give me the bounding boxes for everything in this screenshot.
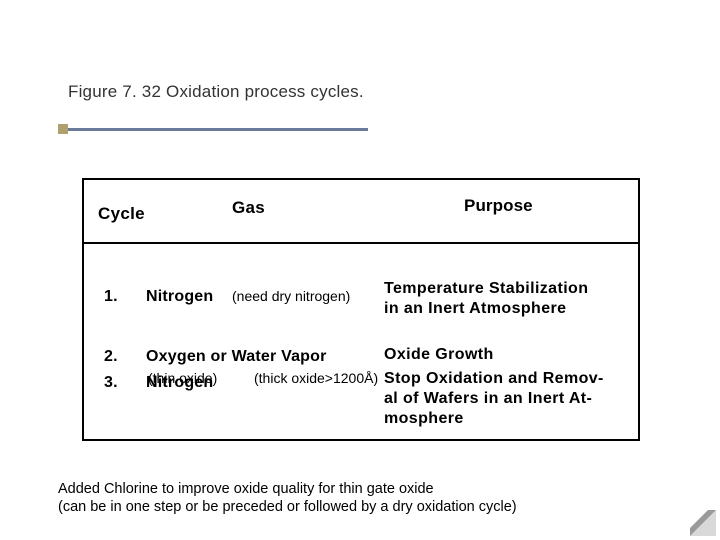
table-row-purpose-line: Oxide Growth [384,346,494,364]
column-header-gas: Gas [232,198,265,218]
figure-caption-text: Figure 7. 32 Oxidation process cycles. [68,82,364,101]
annotation-need-dry-nitrogen: (need dry nitrogen) [232,288,350,304]
title-underline [68,128,368,131]
footer-line: Added Chlorine to improve oxide quality … [58,480,517,498]
page-curl-icon [690,510,716,536]
oxidation-cycles-table: Cycle Gas Purpose 1. Nitrogen (need dry … [82,178,640,441]
table-row-purpose-line: Stop Oxidation and Remov- [384,370,604,388]
table-row-purpose-line: in an Inert Atmosphere [384,300,566,318]
table-row-purpose-line: mosphere [384,410,464,428]
title-bullet-square [58,124,68,134]
table-row-gas: Nitrogen [146,288,213,306]
table-row-purpose-line: al of Wafers in an Inert At- [384,390,592,408]
table-row-gas: Nitrogen [146,374,213,392]
table-header-separator [84,242,638,244]
table-row-gas: Oxygen or Water Vapor [146,348,327,366]
annotation-thick-oxide: (thick oxide>1200Å) [254,370,378,386]
table-row-num: 2. [104,348,118,366]
footer-note: Added Chlorine to improve oxide quality … [58,480,517,516]
figure-caption: Figure 7. 32 Oxidation process cycles. [68,82,364,102]
footer-line: (can be in one step or be preceded or fo… [58,498,517,516]
column-header-purpose: Purpose [464,196,533,216]
table-row-num: 1. [104,288,118,306]
column-header-cycle: Cycle [98,204,145,224]
table-row-purpose-line: Temperature Stabilization [384,280,588,298]
table-row-num: 3. [104,374,118,392]
